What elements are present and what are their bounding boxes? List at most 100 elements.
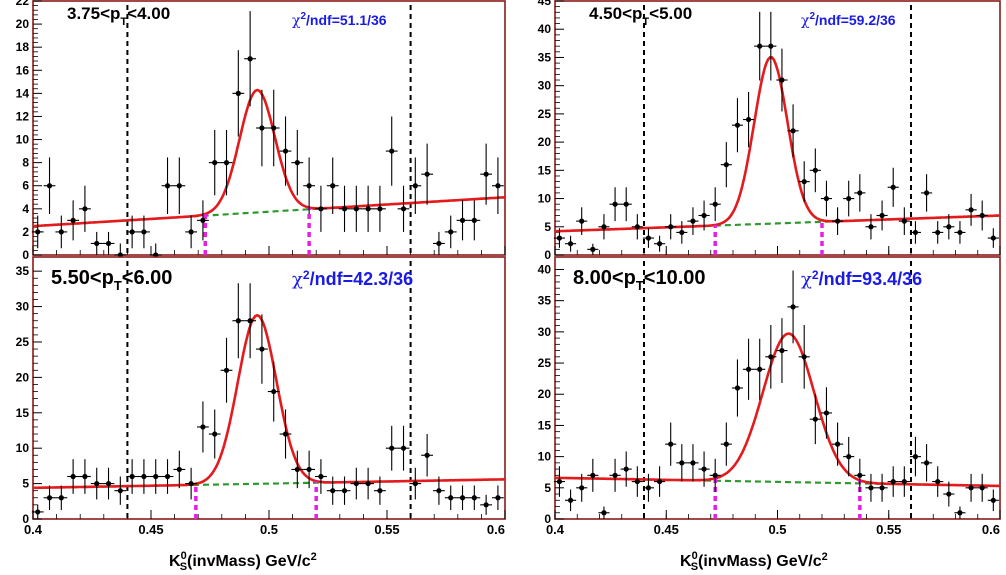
data-marker bbox=[306, 183, 312, 189]
y-tick-label: 20 bbox=[16, 370, 30, 384]
data-marker bbox=[679, 460, 685, 466]
data-point bbox=[642, 228, 655, 248]
data-marker bbox=[377, 488, 383, 494]
y-tick-label: 15 bbox=[538, 163, 552, 177]
data-marker bbox=[857, 190, 863, 196]
data-marker bbox=[471, 217, 477, 223]
data-point bbox=[456, 200, 469, 241]
data-marker bbox=[318, 473, 324, 480]
x-tick-label: 0.5 bbox=[260, 522, 278, 537]
data-point bbox=[362, 467, 375, 500]
data-point bbox=[754, 338, 766, 400]
data-marker bbox=[117, 488, 123, 494]
data-point bbox=[765, 325, 777, 389]
data-marker bbox=[495, 183, 501, 189]
data-point bbox=[409, 467, 422, 500]
x-axis-title-right: K0 S(invMass) GeV/c2 bbox=[680, 550, 828, 573]
data-point bbox=[665, 422, 677, 466]
data-marker bbox=[129, 473, 135, 480]
data-point bbox=[876, 200, 888, 231]
total-fit-curve bbox=[554, 332, 1000, 488]
data-marker bbox=[164, 473, 171, 480]
data-point bbox=[921, 444, 933, 482]
data-point bbox=[921, 174, 933, 212]
data-point bbox=[362, 185, 375, 232]
data-point bbox=[609, 187, 621, 222]
data-point bbox=[385, 116, 398, 186]
data-point bbox=[256, 89, 268, 167]
data-marker bbox=[579, 218, 585, 224]
total-fit-curve bbox=[33, 313, 506, 490]
y-tick-label: 6 bbox=[22, 179, 29, 193]
data-point bbox=[698, 451, 710, 487]
data-point bbox=[409, 157, 422, 215]
data-marker bbox=[690, 460, 696, 466]
data-point bbox=[303, 157, 316, 215]
data-point bbox=[173, 450, 186, 489]
data-point bbox=[208, 409, 221, 459]
chi2-label: χ2/ndf=42.3/36 bbox=[292, 268, 413, 290]
data-marker bbox=[330, 488, 336, 494]
y-tick-label: 5 bbox=[544, 481, 551, 495]
data-point bbox=[809, 148, 821, 193]
data-point bbox=[587, 458, 599, 492]
data-point bbox=[433, 476, 445, 505]
data-point bbox=[197, 200, 209, 241]
data-marker bbox=[801, 179, 807, 185]
data-point bbox=[609, 458, 621, 492]
data-marker bbox=[879, 212, 885, 219]
data-marker bbox=[779, 347, 785, 354]
data-point bbox=[102, 467, 115, 500]
data-marker bbox=[935, 229, 941, 236]
data-marker bbox=[601, 224, 607, 230]
data-marker bbox=[946, 224, 952, 230]
data-marker bbox=[353, 206, 359, 212]
data-marker bbox=[412, 183, 418, 189]
data-point bbox=[843, 180, 855, 217]
data-marker bbox=[968, 485, 974, 491]
data-marker bbox=[890, 184, 896, 190]
data-point bbox=[138, 459, 150, 494]
y-tick-label: 35 bbox=[16, 264, 30, 278]
data-marker bbox=[868, 485, 874, 491]
data-marker bbox=[141, 229, 147, 235]
data-marker bbox=[612, 201, 618, 207]
x-tick-label: 0.6 bbox=[487, 522, 505, 537]
data-marker bbox=[412, 480, 418, 487]
data-marker bbox=[495, 495, 501, 501]
x-tick-label: 0.4 bbox=[546, 522, 565, 537]
data-marker bbox=[634, 478, 640, 485]
data-point bbox=[326, 157, 339, 215]
data-point bbox=[798, 325, 810, 389]
y-tick-label: 8 bbox=[22, 156, 29, 170]
data-point bbox=[631, 466, 643, 497]
data-point bbox=[256, 314, 268, 384]
y-tick-label: 22 bbox=[16, 0, 30, 8]
data-point bbox=[374, 476, 386, 505]
y-tick-label: 25 bbox=[538, 356, 552, 370]
data-point bbox=[854, 174, 866, 212]
data-marker bbox=[164, 183, 171, 189]
data-point bbox=[90, 231, 103, 255]
data-point bbox=[421, 143, 434, 205]
data-marker bbox=[556, 478, 563, 485]
x-tick-label: 0.45 bbox=[654, 522, 679, 537]
y-tick-label: 5 bbox=[544, 220, 551, 234]
x-tick-label: 0.4 bbox=[24, 522, 43, 537]
data-marker bbox=[341, 488, 348, 494]
data-marker bbox=[46, 183, 53, 189]
data-point bbox=[43, 485, 56, 511]
data-marker bbox=[389, 148, 395, 154]
data-marker bbox=[212, 160, 218, 166]
panel-3: 0 5 10 15 20 25 30 35 0.4 0.45 0.5 0.55 0.6 5.50<pT<6… bbox=[16, 256, 506, 537]
pt-range-label: 3.75<pT<4.00 bbox=[67, 4, 170, 28]
data-point bbox=[291, 450, 304, 489]
data-point bbox=[149, 459, 162, 494]
data-point bbox=[620, 451, 632, 487]
data-point bbox=[468, 485, 481, 511]
data-point bbox=[338, 476, 351, 505]
data-marker bbox=[979, 212, 985, 219]
y-tick-label: 30 bbox=[538, 325, 552, 339]
data-marker bbox=[656, 478, 663, 485]
